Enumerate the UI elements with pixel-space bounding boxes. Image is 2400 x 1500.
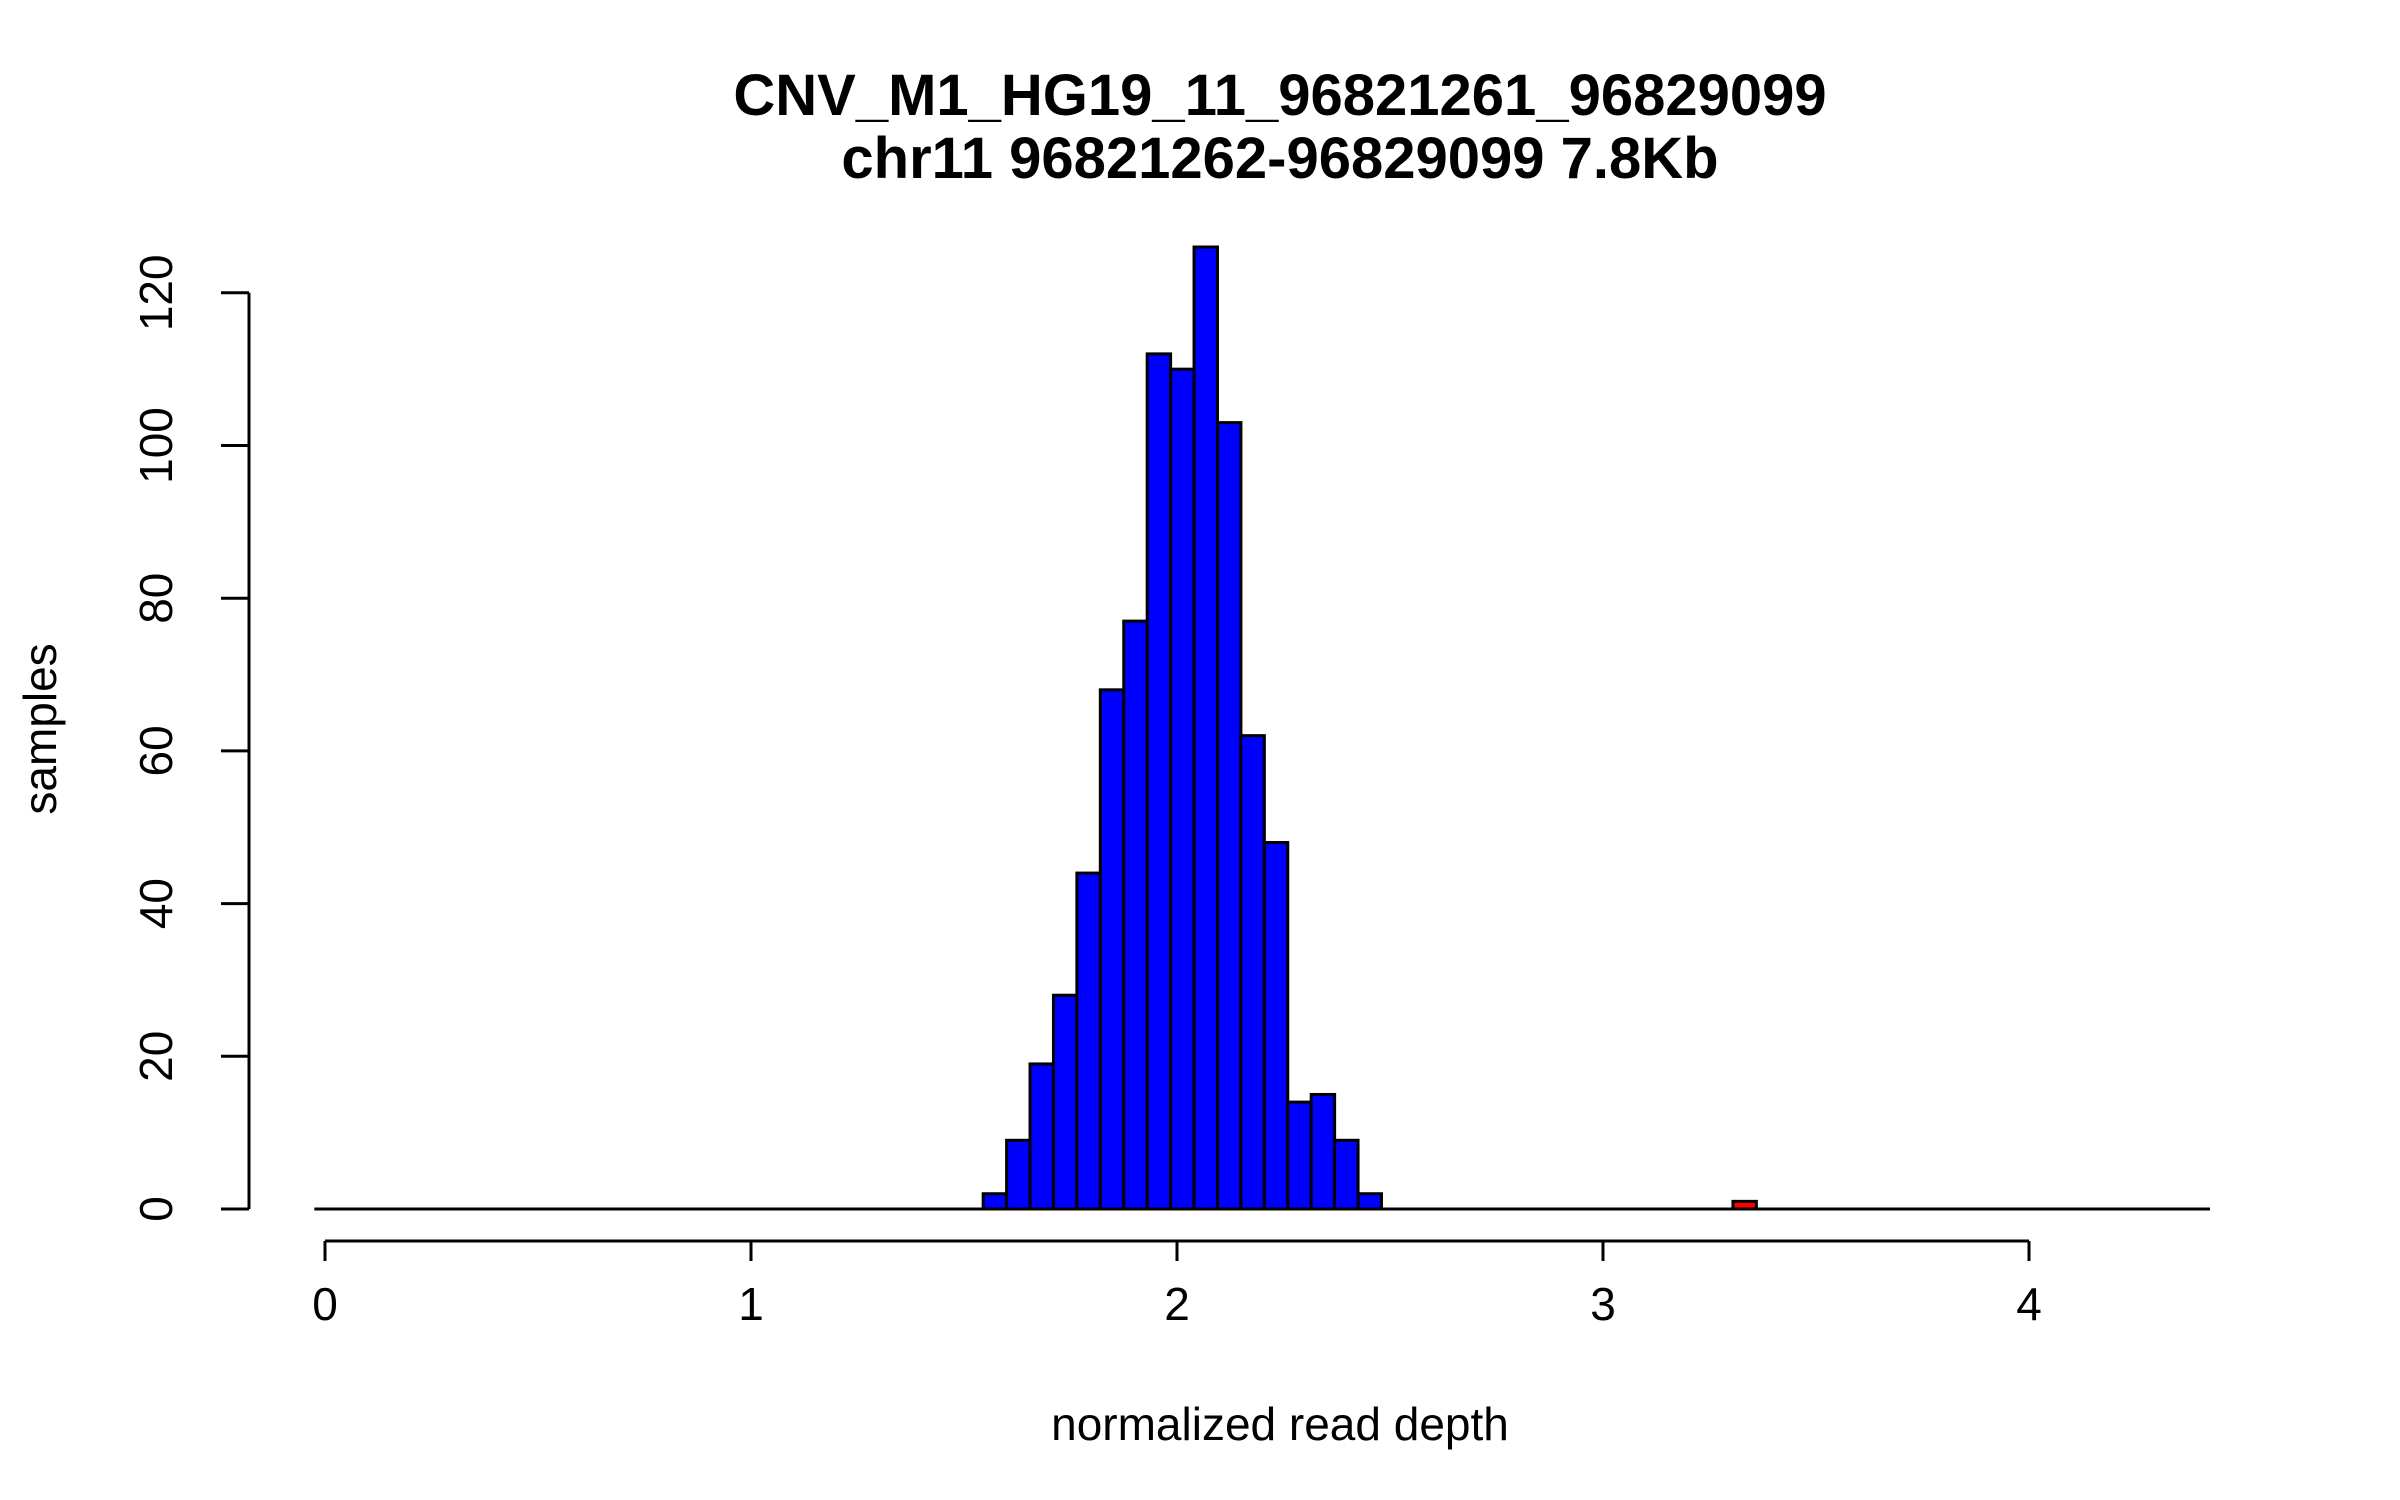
histogram-bar xyxy=(1098,688,1126,1211)
histogram-bar xyxy=(1169,367,1196,1211)
x-axis: 0 1 2 3 4 xyxy=(312,1239,2042,1330)
histogram-bar xyxy=(1028,1062,1055,1211)
x-tick-label: 2 xyxy=(1164,1278,1190,1330)
histogram-bar xyxy=(1309,1092,1337,1211)
y-tick-label: 100 xyxy=(130,407,182,484)
y-tick-label: 120 xyxy=(130,254,182,331)
x-tick-label: 0 xyxy=(312,1278,338,1330)
x-tick-label: 3 xyxy=(1590,1278,1616,1330)
y-tick-label: 40 xyxy=(130,878,182,929)
histogram-bar xyxy=(1215,421,1243,1211)
x-tick-label: 4 xyxy=(2016,1278,2042,1330)
histogram-bar xyxy=(1075,871,1102,1211)
histogram-bar xyxy=(1333,1138,1360,1211)
y-axis: 0 20 40 60 80 100 120 xyxy=(130,254,251,1222)
histogram-bar xyxy=(1239,734,1266,1211)
bars-layer xyxy=(981,245,1758,1211)
x-tick-label: 1 xyxy=(738,1278,764,1330)
chart-title: CNV_M1_HG19_11_96821261_96829099 xyxy=(733,63,1826,128)
y-tick-label: 80 xyxy=(130,573,182,624)
y-tick-label: 60 xyxy=(130,725,182,776)
histogram-bar xyxy=(1122,619,1149,1211)
x-axis-label: normalized read depth xyxy=(1051,1398,1509,1450)
histogram-bar xyxy=(1145,352,1173,1211)
histogram-bar xyxy=(1262,841,1290,1211)
histogram-bar xyxy=(1005,1138,1032,1211)
histogram-bar xyxy=(1192,245,1219,1211)
y-tick-label: 0 xyxy=(130,1196,182,1222)
histogram-bar xyxy=(1356,1192,1383,1211)
y-tick-label: 20 xyxy=(130,1031,182,1082)
histogram-bar xyxy=(1286,1100,1313,1211)
histogram-bar xyxy=(981,1192,1009,1211)
chart-subtitle: chr11 96821262-96829099 7.8Kb xyxy=(841,126,1718,191)
y-axis-label: samples xyxy=(14,643,66,814)
histogram-bar xyxy=(1051,993,1079,1211)
